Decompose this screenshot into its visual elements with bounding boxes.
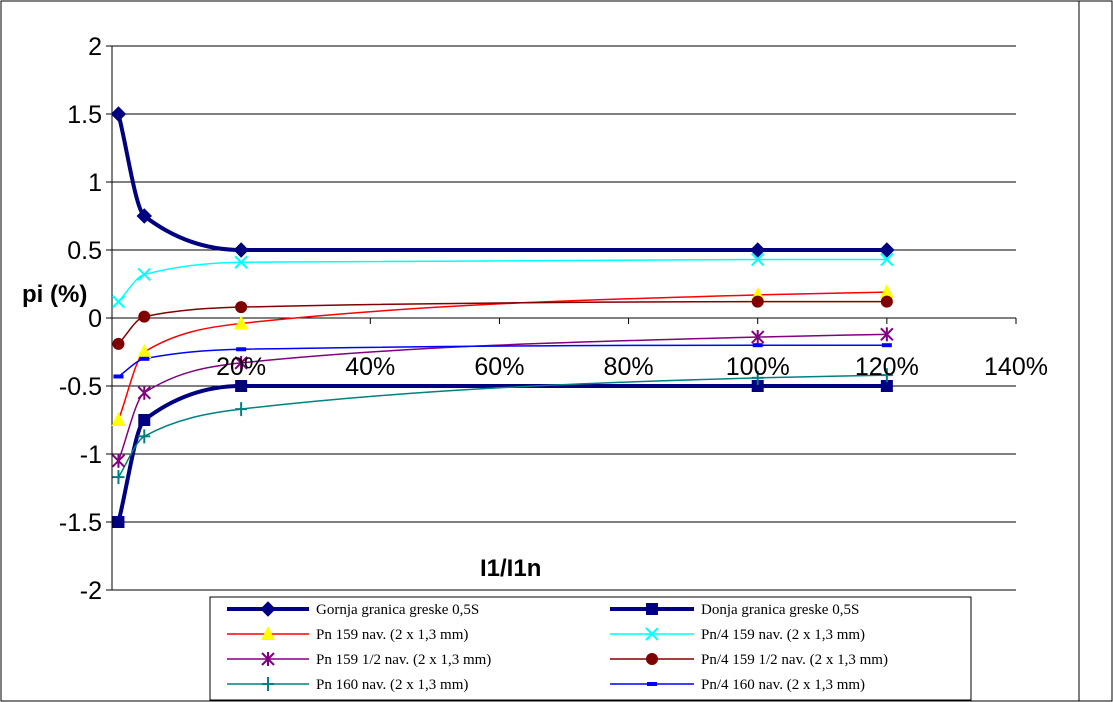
data-point-series-6 <box>138 310 151 323</box>
marker-stroke <box>137 267 151 282</box>
data-point-series-4 <box>234 255 248 269</box>
data-point-series-7 <box>235 402 248 417</box>
legend-swatch-marker <box>647 682 657 686</box>
data-point-series-2 <box>235 380 248 392</box>
axes <box>106 45 1017 591</box>
data-point-series-6 <box>112 337 125 350</box>
data-point-series-5 <box>234 355 248 370</box>
data-point-series-1 <box>233 242 249 258</box>
data-point-series-5 <box>111 453 126 468</box>
data-point-series-4 <box>137 267 151 282</box>
data-point-series-4 <box>880 252 894 267</box>
marker-stroke <box>234 255 248 269</box>
marker-stroke <box>111 294 126 309</box>
legend-swatch-marker <box>261 652 275 666</box>
legend-label: Pn/4 159 nav. (2 x 1,3 mm) <box>701 627 865 643</box>
data-point-series-6 <box>235 301 248 314</box>
tick-labels: 2 1.5 1 0.5 0 -0.5 -1 -1.5 -2 20% 40% 60% 80% 100% 120… <box>59 33 1048 605</box>
y-tick-label: 2 <box>88 33 102 61</box>
data-point-series-3 <box>879 284 894 299</box>
legend-swatch-marker <box>261 626 275 640</box>
x-axis-title: I1/I1n <box>480 555 541 582</box>
data-point-series-8 <box>752 343 763 348</box>
x-tick-label: 40% <box>345 353 395 381</box>
legend-label: Donja granica greske 0,5S <box>701 602 859 618</box>
y-tick-label: 1 <box>88 169 102 197</box>
legend-swatch-marker <box>262 677 274 691</box>
data-point-series-8 <box>113 374 124 379</box>
data-point-series-4 <box>751 252 765 267</box>
marker-stroke <box>751 252 765 267</box>
legend-item-7: Pn 160 nav. (2 x 1,3 mm) <box>227 677 468 693</box>
legend-label: Pn 159 1/2 nav. (2 x 1,3 mm) <box>316 652 491 668</box>
data-point-series-3 <box>137 344 152 358</box>
marker-stroke <box>645 627 659 641</box>
legend-swatch-marker <box>646 653 658 665</box>
data-point-series-4 <box>111 294 126 309</box>
y-tick-label: -1 <box>80 441 102 469</box>
legend-label: Pn/4 159 1/2 nav. (2 x 1,3 mm) <box>701 652 888 668</box>
data-point-series-5 <box>751 330 765 345</box>
data-point-series-3 <box>234 315 249 330</box>
legend-item-4: Pn/4 159 nav. (2 x 1,3 mm) <box>610 627 865 643</box>
data-point-series-6 <box>751 295 764 308</box>
data-point-series-7 <box>880 368 893 383</box>
data-point-series-6 <box>880 295 893 308</box>
legend-item-1: Gornja granica greske 0,5S <box>227 601 479 618</box>
y-tick-label: -2 <box>80 577 102 605</box>
y-axis-title: pi (%) <box>22 281 87 308</box>
y-tick-label: 1.5 <box>67 101 102 129</box>
legend-item-8: Pn/4 160 nav. (2 x 1,3 mm) <box>610 677 865 693</box>
x-tick-label: 20% <box>216 353 266 381</box>
y-tick-label: -0.5 <box>59 373 102 401</box>
data-point-series-7 <box>751 370 764 385</box>
legend-swatch-marker <box>645 627 659 641</box>
data-point-series-2 <box>751 380 764 392</box>
y-tick-label: 0.5 <box>67 237 102 265</box>
x-tick-label: 80% <box>604 353 654 381</box>
data-point-series-1 <box>136 208 152 224</box>
legend-label: Pn 160 nav. (2 x 1,3 mm) <box>316 677 468 693</box>
legend-box <box>209 596 972 701</box>
legend: Gornja granica greske 0,5S Donja granica … <box>209 596 972 701</box>
legend-label: Pn 159 nav. (2 x 1,3 mm) <box>316 627 468 643</box>
data-point-series-5 <box>880 327 894 342</box>
data-point-series-1 <box>110 106 127 122</box>
legend-label: Pn/4 160 nav. (2 x 1,3 mm) <box>701 677 865 693</box>
data-point-series-7 <box>112 470 125 485</box>
legend-item-3: Pn 159 nav. (2 x 1,3 mm) <box>227 626 468 643</box>
data-point-series-8 <box>139 356 150 361</box>
x-tick-label: 140% <box>984 353 1048 381</box>
data-point-series-2 <box>880 380 893 392</box>
legend-swatch-marker <box>260 601 276 617</box>
y-tick-label: -1.5 <box>59 509 102 537</box>
legend-label: Gornja granica greske 0,5S <box>316 602 479 618</box>
data-point-series-1 <box>750 242 766 258</box>
data-point-series-7 <box>138 429 151 444</box>
data-point-series-5 <box>137 385 151 400</box>
data-point-series-1 <box>879 242 895 258</box>
legend-item-5: Pn 159 1/2 nav. (2 x 1,3 mm) <box>227 652 491 668</box>
series-markers <box>110 106 895 528</box>
data-point-series-2 <box>138 414 151 426</box>
data-point-series-8 <box>236 347 247 352</box>
x-tick-label: 120% <box>855 353 919 381</box>
x-tick-label: 100% <box>726 353 790 381</box>
marker-stroke <box>880 252 894 267</box>
legend-swatch-marker <box>646 603 658 615</box>
legend-item-2: Donja granica greske 0,5S <box>610 602 859 618</box>
x-tick-label: 60% <box>474 353 524 381</box>
y-tick-label: 0 <box>88 305 102 333</box>
data-point-series-2 <box>112 516 125 528</box>
legend-item-6: Pn/4 159 1/2 nav. (2 x 1,3 mm) <box>610 652 888 668</box>
data-point-series-3 <box>111 412 126 426</box>
data-point-series-8 <box>881 343 892 348</box>
